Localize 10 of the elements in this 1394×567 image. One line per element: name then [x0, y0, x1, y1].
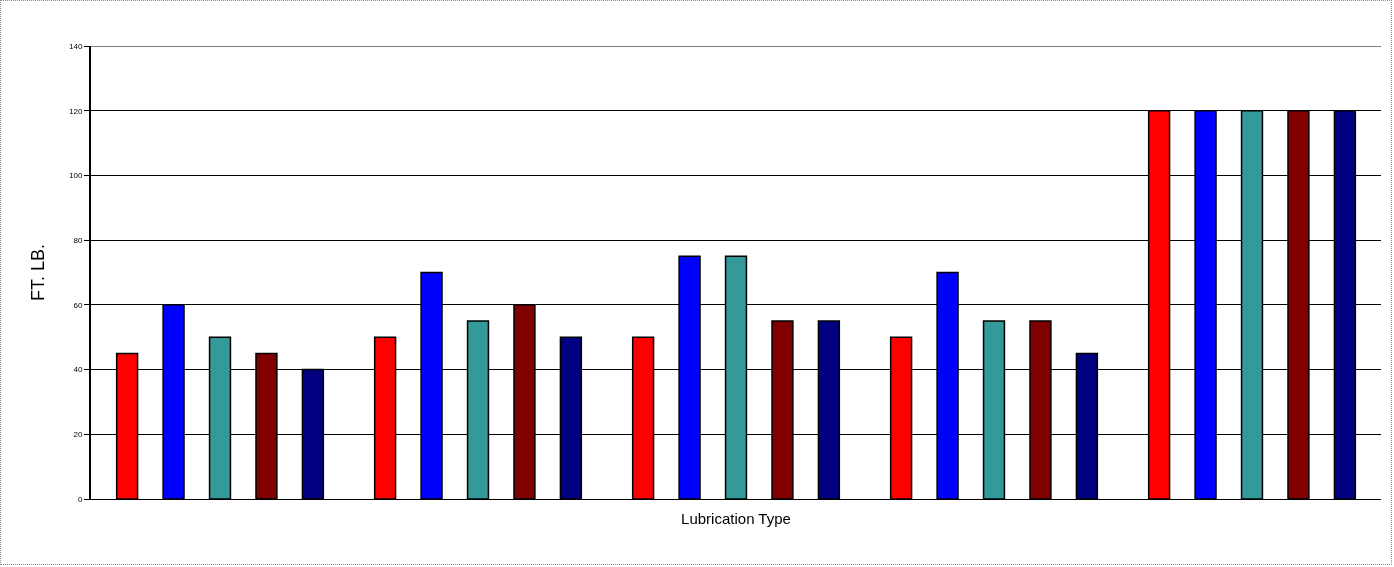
y-tick-label: 80: [73, 235, 83, 245]
y-tick-label: 40: [73, 365, 83, 375]
y-tick-label: 60: [73, 300, 83, 310]
y-tick-label: 120: [69, 106, 83, 116]
y-tick-label: 100: [69, 171, 83, 181]
y-tick-label: 20: [73, 430, 83, 440]
y-axis-title: FT. LB.: [27, 243, 48, 302]
y-tick-label: 140: [69, 41, 83, 51]
x-axis-title: Lubrication Type: [681, 510, 791, 528]
y-tick-label: 0: [77, 494, 83, 504]
